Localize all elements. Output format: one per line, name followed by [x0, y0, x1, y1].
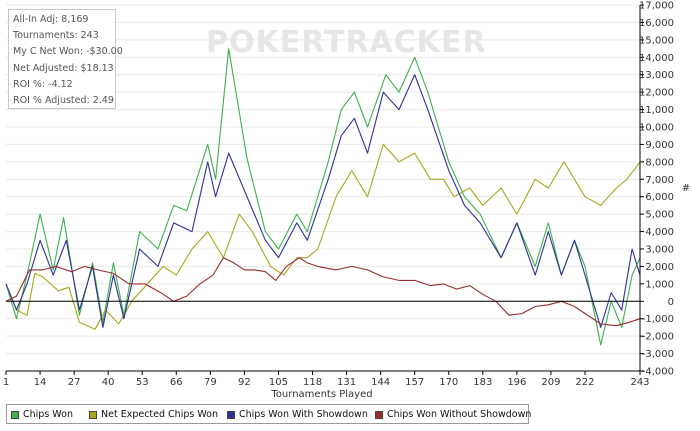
y-tick-label: 5,000: [645, 210, 674, 221]
y-tick-label: 1,000: [645, 279, 674, 290]
stat-roi-adjusted: ROI % Adjusted: 2.49: [13, 95, 114, 107]
legend-item-without-showdown[interactable]: Chips Won Without Showdown: [375, 408, 531, 421]
x-tick-label: 14: [34, 377, 47, 388]
y-tick-label: 16,000: [639, 18, 674, 29]
y-tick-label: 12,000: [639, 88, 674, 99]
series-lines: [5, 48, 641, 346]
legend-swatch-with-showdown: [227, 410, 235, 419]
chart-legend: Chips Won Net Expected Chips Won Chips W…: [6, 404, 531, 424]
legend-label-net-expected: Net Expected Chips Won: [101, 409, 219, 420]
x-tick-label: 170: [439, 377, 458, 388]
stat-all-in-adj: All-In Adj: 8,169: [13, 14, 89, 25]
y-tick-label: 2,000: [645, 262, 674, 273]
x-tick-label: 66: [170, 377, 183, 388]
x-tick-label: 243: [630, 377, 649, 388]
x-tick-label: 144: [371, 377, 390, 388]
y-tick-label: -3,000: [642, 349, 674, 360]
series-line-2: [5, 74, 641, 328]
series-line-3: [5, 257, 641, 327]
legend-item-net-expected[interactable]: Net Expected Chips Won: [89, 408, 218, 421]
legend-item-with-showdown[interactable]: Chips Won With Showdown: [227, 408, 368, 421]
x-tick-label: 222: [575, 377, 594, 388]
y-tick-label: 9,000: [645, 140, 674, 151]
axes: [6, 5, 641, 372]
x-tick-label: 53: [136, 377, 149, 388]
stat-roi: ROI %: -4.12: [13, 78, 73, 90]
y-tick-label: 4,000: [645, 227, 674, 238]
x-tick-label: 209: [541, 377, 560, 388]
y-tick-label: -1,000: [642, 314, 674, 325]
stat-net-won: My C Net Won: -$30.00: [13, 46, 123, 58]
y-tick-label: 6,000: [645, 192, 674, 203]
legend-label-with-showdown: Chips Won With Showdown: [239, 409, 368, 420]
stats-summary-box: All-In Adj: 8,169 Tournaments: 243 My C …: [8, 9, 123, 109]
x-tick-label: 183: [473, 377, 492, 388]
y-tick-label: 8,000: [645, 157, 674, 168]
y-tick-label: 15,000: [639, 35, 674, 46]
series-line-1: [5, 143, 641, 330]
y-axis-tick-labels: -4,000 -3,000 -2,000 -1,000 0 1,000 2,000 3,000…: [639, 1, 674, 378]
x-tick-label: 79: [204, 377, 217, 388]
y-axis-title: #: [682, 183, 690, 194]
x-tick-label: 27: [68, 377, 81, 388]
stat-net-adjusted: Net Adjusted: $18.13: [13, 62, 114, 74]
y-tick-label: -4,000: [642, 367, 674, 378]
legend-swatch-without-showdown: [375, 410, 383, 419]
x-tick-label: 40: [102, 377, 115, 388]
y-tick-label: 3,000: [645, 245, 674, 256]
x-tick-label: 1: [3, 377, 9, 388]
series-line-0: [5, 48, 641, 346]
legend-label-without-showdown: Chips Won Without Showdown: [387, 409, 532, 420]
stat-tournaments: Tournaments: 243: [13, 30, 99, 42]
legend-swatch-net-expected: [89, 410, 97, 419]
x-axis-title: Tournaments Played: [270, 389, 372, 400]
y-tick-label: 14,000: [639, 53, 674, 64]
y-tick-label: 11,000: [639, 105, 674, 116]
legend-swatch-chips-won: [11, 410, 19, 419]
y-tick-label: 0: [668, 297, 674, 308]
y-tick-label: 7,000: [645, 175, 674, 186]
y-tick-label: 13,000: [639, 70, 674, 81]
y-tick-label: -2,000: [642, 332, 674, 343]
x-tick-label: 105: [269, 377, 288, 388]
legend-item-chips-won[interactable]: Chips Won: [11, 408, 73, 421]
x-tick-label: 157: [405, 377, 424, 388]
watermark-logo: POKERTRACKER: [206, 25, 487, 60]
y-tick-label: 10,000: [639, 123, 674, 134]
x-tick-label: 196: [507, 377, 526, 388]
x-tick-label: 92: [238, 377, 251, 388]
y-tick-label: 17,000: [639, 1, 674, 12]
x-tick-label: 118: [303, 377, 322, 388]
x-axis-tick-labels: 1 14 27 40 53 66 79 92 105 118 131 144 157 170 183 196 2…: [3, 371, 650, 388]
legend-label-chips-won: Chips Won: [23, 409, 73, 420]
x-tick-label: 131: [337, 377, 356, 388]
